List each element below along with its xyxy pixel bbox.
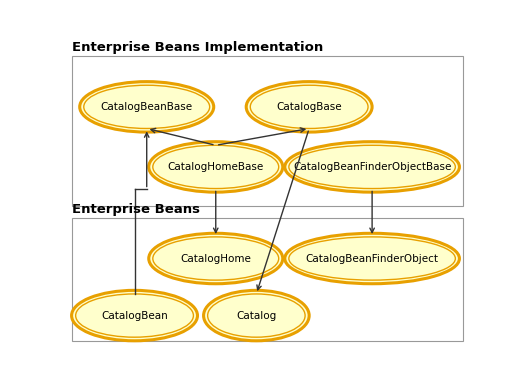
Ellipse shape	[72, 290, 198, 341]
Ellipse shape	[149, 142, 283, 192]
FancyBboxPatch shape	[72, 218, 463, 341]
Ellipse shape	[208, 294, 305, 337]
FancyBboxPatch shape	[72, 56, 463, 206]
Ellipse shape	[285, 142, 460, 192]
Ellipse shape	[153, 237, 279, 280]
Ellipse shape	[153, 145, 279, 188]
Ellipse shape	[203, 290, 309, 341]
Text: Enterprise Beans: Enterprise Beans	[72, 204, 200, 216]
Text: Enterprise Beans Implementation: Enterprise Beans Implementation	[72, 41, 323, 54]
Text: CatalogBeanFinderObject: CatalogBeanFinderObject	[305, 254, 439, 264]
Text: CatalogHomeBase: CatalogHomeBase	[168, 162, 264, 172]
Ellipse shape	[80, 82, 214, 132]
Text: Catalog: Catalog	[236, 310, 277, 321]
Ellipse shape	[250, 85, 368, 128]
Text: CatalogBase: CatalogBase	[276, 102, 342, 112]
Text: CatalogBean: CatalogBean	[101, 310, 168, 321]
Ellipse shape	[84, 85, 210, 128]
Text: CatalogBeanBase: CatalogBeanBase	[101, 102, 193, 112]
Ellipse shape	[289, 237, 455, 280]
Ellipse shape	[289, 145, 455, 188]
Ellipse shape	[149, 233, 283, 284]
Ellipse shape	[285, 233, 460, 284]
Text: CatalogHome: CatalogHome	[180, 254, 251, 264]
Text: CatalogBeanFinderObjectBase: CatalogBeanFinderObjectBase	[293, 162, 451, 172]
Ellipse shape	[246, 82, 372, 132]
Ellipse shape	[75, 294, 193, 337]
